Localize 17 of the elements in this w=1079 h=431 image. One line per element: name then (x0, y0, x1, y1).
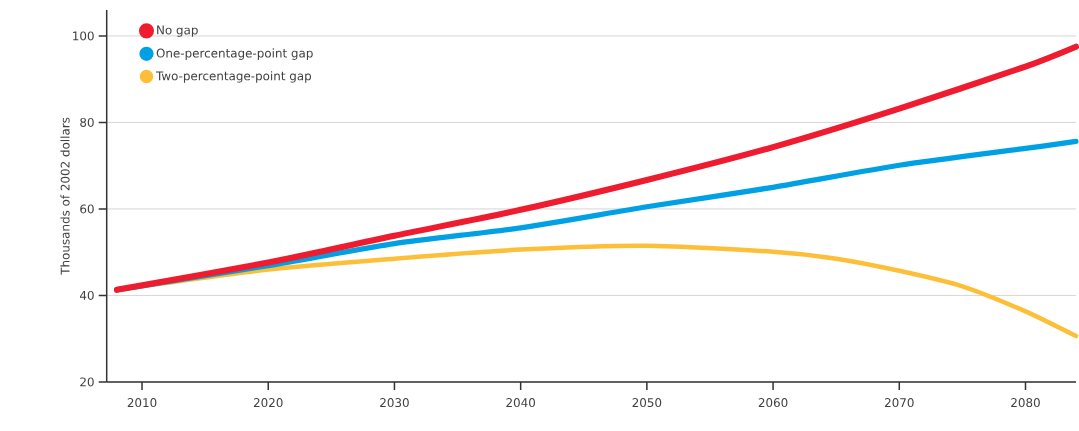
x-tick-label: 2030 (380, 398, 409, 408)
x-tick-label: 2050 (632, 398, 662, 408)
y-tick-label: 80 (80, 118, 94, 128)
legend-label: No gap (157, 25, 198, 37)
x-tick-label: 2070 (884, 398, 914, 408)
x-tick-label: 2060 (758, 398, 788, 408)
x-tick-label: 2010 (127, 398, 157, 408)
y-tick-label: 60 (80, 204, 94, 214)
x-tick-label: 2020 (253, 398, 283, 408)
y-tick-label: 40 (79, 291, 94, 301)
legend-label: One-percentage-point gap (156, 48, 313, 60)
y-axis-title: Thousands of 2002 dollars (60, 117, 70, 275)
x-tick-label: 2040 (506, 398, 536, 408)
legend-label: Two-percentage-point gap (155, 71, 312, 83)
y-tick-label: 100 (73, 31, 94, 41)
x-tick-label: 2080 (1011, 398, 1040, 408)
y-tick-label: 20 (80, 377, 94, 387)
